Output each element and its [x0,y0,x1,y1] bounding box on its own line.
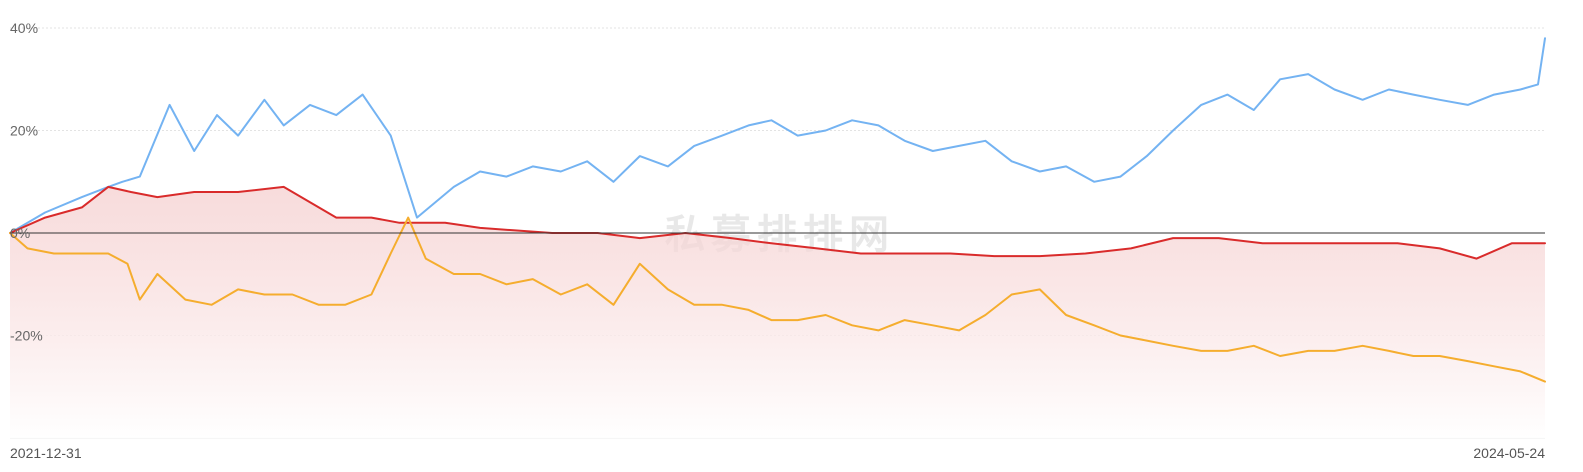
x-tick-label-start: 2021-12-31 [10,445,82,461]
area-fill-layer [10,186,1545,438]
y-axis-ticks: 40% 20% 0% -20% [10,20,43,344]
series-1-line [9,185,1546,260]
series-0-line [9,37,1546,234]
y-tick-label: -20% [10,328,43,344]
series-layer [9,37,1546,383]
y-tick-label: 40% [10,20,38,36]
x-tick-label-end: 2024-05-24 [1473,445,1545,461]
y-tick-label: 0% [10,225,30,241]
x-axis-ticks: 2021-12-31 2024-05-24 [10,445,1545,461]
series-2-line [9,216,1546,383]
y-tick-label: 20% [10,123,38,139]
series-1-area [10,186,1545,438]
